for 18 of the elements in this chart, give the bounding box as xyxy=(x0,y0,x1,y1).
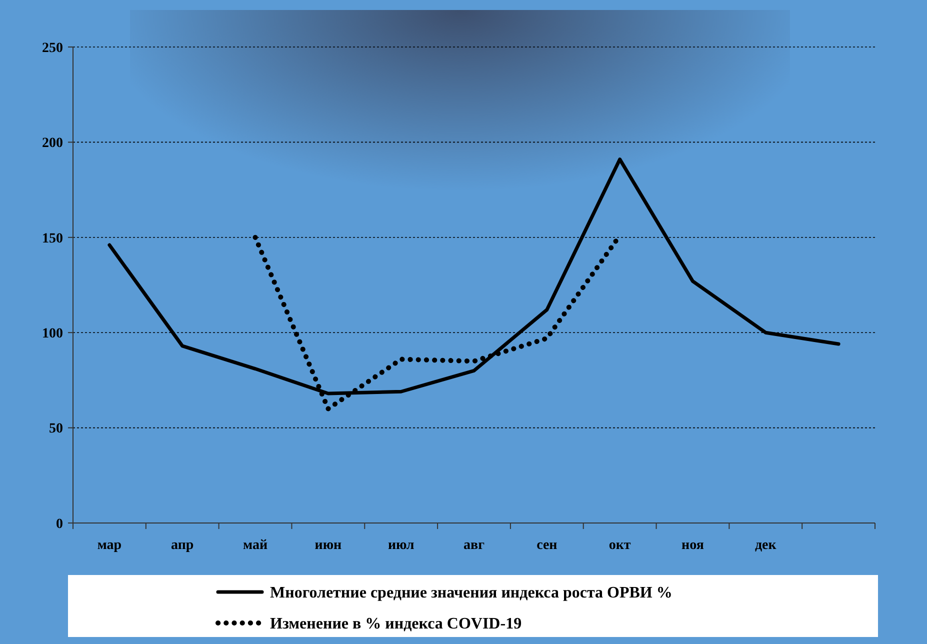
x-tick-label: окт xyxy=(608,538,631,553)
y-tick-label: 100 xyxy=(42,326,63,342)
y-tick-label: 0 xyxy=(56,516,63,532)
x-tick-label: мар xyxy=(97,538,122,553)
y-tick-label: 250 xyxy=(42,40,63,56)
y-tick-label: 150 xyxy=(42,231,63,246)
legend-label: Изменение в % индекса COVID-19 xyxy=(270,616,522,633)
x-tick-label: июн xyxy=(314,538,342,553)
x-tick-label: дек xyxy=(754,538,778,553)
x-tick-label: апр xyxy=(171,538,194,553)
x-tick-label: авг xyxy=(464,538,484,553)
x-tick-label: ноя xyxy=(682,538,704,553)
y-tick-label: 50 xyxy=(49,422,63,437)
legend-label: Многолетние средние значения индекса роста ОРВИ % xyxy=(270,584,672,602)
y-tick-label: 200 xyxy=(42,136,63,152)
x-tick-label: май xyxy=(243,538,268,553)
x-tick-label: июл xyxy=(388,538,414,553)
x-tick-label: сен xyxy=(536,538,558,553)
